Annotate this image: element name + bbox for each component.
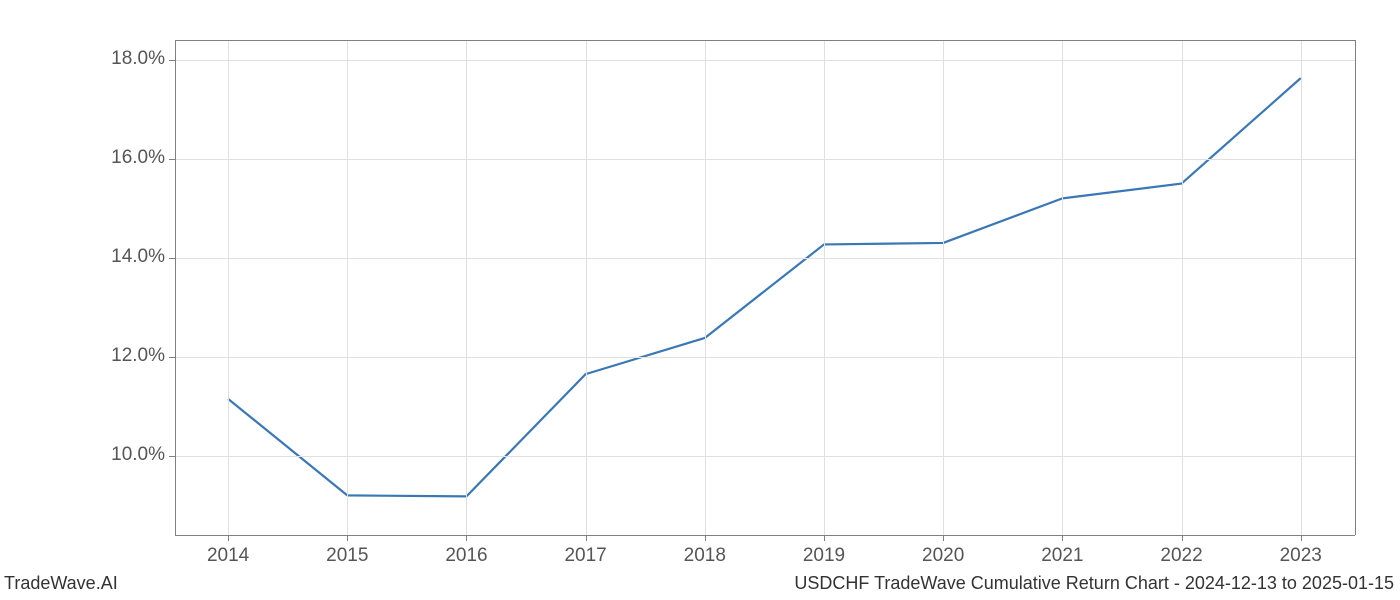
gridline-vertical bbox=[943, 40, 944, 535]
gridline-vertical bbox=[466, 40, 467, 535]
gridline-horizontal bbox=[175, 258, 1355, 259]
footer-right-label: USDCHF TradeWave Cumulative Return Chart… bbox=[794, 573, 1394, 594]
gridline-horizontal bbox=[175, 357, 1355, 358]
gridline-vertical bbox=[1301, 40, 1302, 535]
x-tick-label: 2017 bbox=[546, 545, 626, 567]
data-line bbox=[228, 78, 1301, 496]
y-tick-label: 18.0% bbox=[85, 48, 165, 70]
x-tick-label: 2022 bbox=[1142, 545, 1222, 567]
y-tick-label: 16.0% bbox=[85, 147, 165, 169]
gridline-vertical bbox=[1182, 40, 1183, 535]
x-tick-label: 2015 bbox=[307, 545, 387, 567]
x-axis-spine bbox=[175, 535, 1355, 536]
x-tick-label: 2023 bbox=[1261, 545, 1341, 567]
gridline-vertical bbox=[347, 40, 348, 535]
y-tick-label: 10.0% bbox=[85, 444, 165, 466]
footer-left-label: TradeWave.AI bbox=[4, 573, 118, 594]
gridline-horizontal bbox=[175, 159, 1355, 160]
x-tick-label: 2020 bbox=[903, 545, 983, 567]
x-tick-label: 2018 bbox=[665, 545, 745, 567]
y-tick-label: 12.0% bbox=[85, 345, 165, 367]
gridline-vertical bbox=[1062, 40, 1063, 535]
gridline-horizontal bbox=[175, 456, 1355, 457]
x-tick-label: 2021 bbox=[1022, 545, 1102, 567]
chart-container: TradeWave.AI USDCHF TradeWave Cumulative… bbox=[0, 0, 1400, 600]
x-tick-label: 2019 bbox=[784, 545, 864, 567]
gridline-vertical bbox=[824, 40, 825, 535]
gridline-vertical bbox=[705, 40, 706, 535]
top-spine bbox=[175, 40, 1355, 41]
x-tick-label: 2014 bbox=[188, 545, 268, 567]
gridline-vertical bbox=[586, 40, 587, 535]
y-tick-label: 14.0% bbox=[85, 246, 165, 268]
gridline-horizontal bbox=[175, 60, 1355, 61]
gridline-vertical bbox=[228, 40, 229, 535]
right-spine bbox=[1355, 40, 1356, 535]
y-axis-spine bbox=[175, 40, 176, 535]
line-chart-svg bbox=[0, 0, 1400, 600]
x-tick-label: 2016 bbox=[426, 545, 506, 567]
